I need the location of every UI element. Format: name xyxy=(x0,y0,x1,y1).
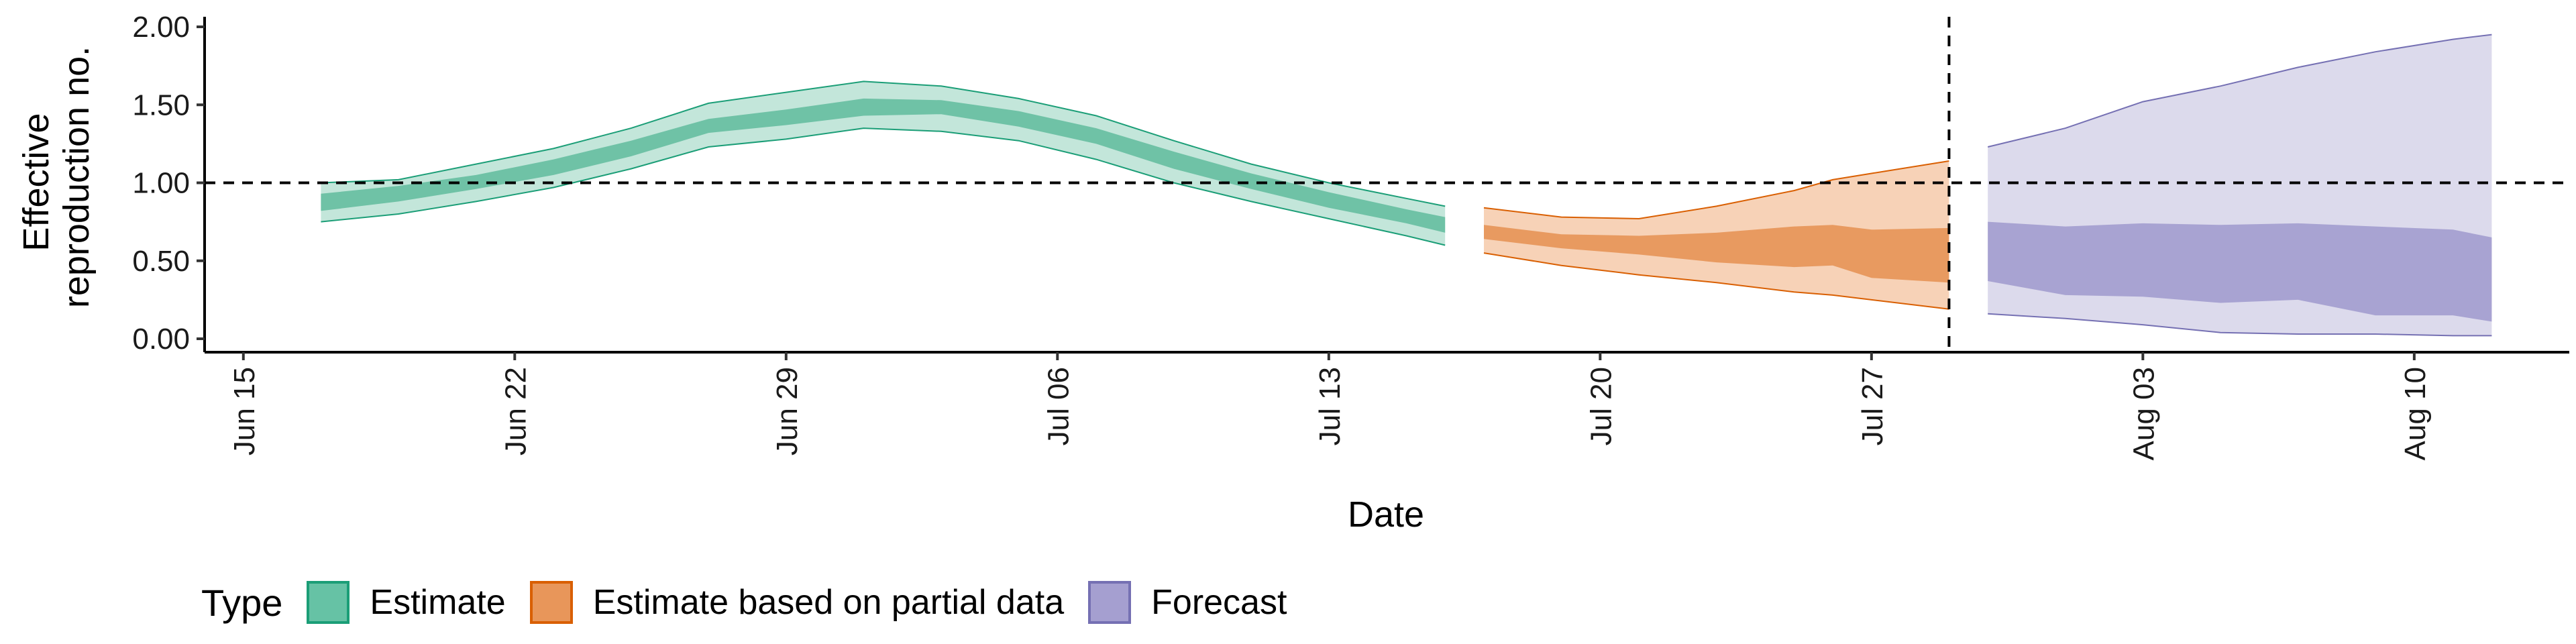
x-tick-label: Jun 29 xyxy=(771,367,804,455)
x-tick-label: Jul 13 xyxy=(1313,367,1346,445)
x-tick-label: Jun 22 xyxy=(499,367,532,455)
legend-label-forecast: Forecast xyxy=(1151,583,1287,622)
legend-item-estimate: Estimate xyxy=(307,581,506,624)
y-tick-label: 0.00 xyxy=(132,323,190,356)
estimate-lower-line xyxy=(321,127,1446,246)
y-axis-title-line-1: Effective xyxy=(16,113,56,251)
y-tick-label: 0.50 xyxy=(132,245,190,278)
forecast-lower-line xyxy=(1988,313,2492,337)
x-tick-label: Aug 03 xyxy=(2127,367,2160,460)
legend-swatch-estimate xyxy=(307,581,350,624)
y-tick-label: 2.00 xyxy=(132,11,190,44)
estimate-ribbon-50 xyxy=(321,98,1446,233)
estimate-upper-line xyxy=(321,80,1446,207)
axes: 0.00 0.50 1.00 1.50 2.00 Jun 15 Jun 22 Jun 29 Ju… xyxy=(132,11,2569,460)
ribbons-layer xyxy=(321,34,2492,337)
x-tick-label: Jul 27 xyxy=(1856,367,1889,445)
legend: Type Estimate Estimate based on partial … xyxy=(201,576,1311,629)
x-tick-label: Aug 10 xyxy=(2399,367,2432,460)
y-tick-label: 1.50 xyxy=(132,89,190,121)
legend-item-forecast: Forecast xyxy=(1088,581,1287,624)
forecast-upper-line xyxy=(1987,34,2492,148)
forecast-ribbon-50 xyxy=(1988,221,2492,322)
x-tick-label: Jun 15 xyxy=(228,367,261,455)
partial-upper-line xyxy=(1483,160,1949,220)
x-tick-label: Jul 06 xyxy=(1042,367,1075,445)
partial-ribbon-50 xyxy=(1484,225,1949,283)
partial-lower-line xyxy=(1483,252,1949,310)
x-axis-title: Date xyxy=(1348,494,1424,535)
legend-item-partial: Estimate based on partial data xyxy=(529,581,1065,624)
y-axis-title: Effective reproduction no. xyxy=(16,46,97,308)
legend-label-partial: Estimate based on partial data xyxy=(592,583,1065,622)
legend-swatch-partial xyxy=(529,581,573,624)
legend-swatch-forecast xyxy=(1088,581,1132,624)
y-axis-title-line-2: reproduction no. xyxy=(56,46,97,308)
legend-label-estimate: Estimate xyxy=(370,583,506,622)
legend-title: Type xyxy=(201,581,283,624)
x-tick-label: Jul 20 xyxy=(1585,367,1617,445)
y-tick-label: 1.00 xyxy=(132,167,190,200)
